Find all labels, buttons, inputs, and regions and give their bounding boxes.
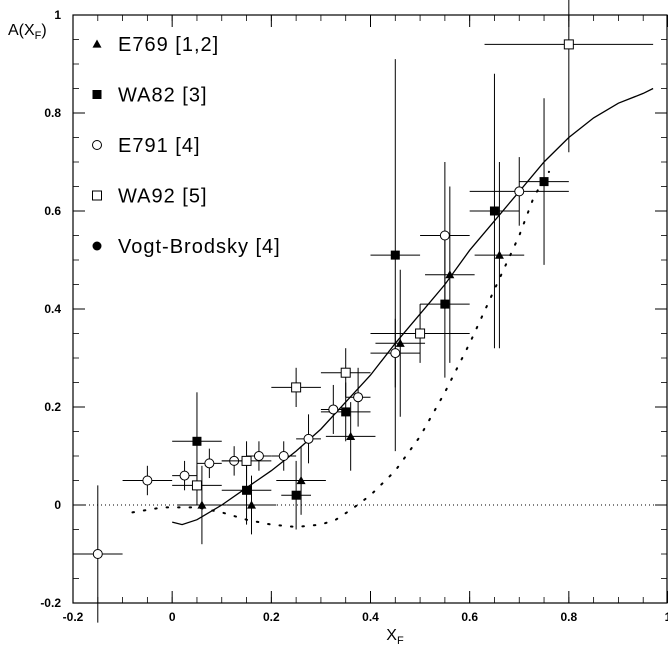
x-tick-label: -0.2 xyxy=(63,610,84,624)
x-axis-label: XF xyxy=(386,627,404,647)
legend-label: E769 [1,2] xyxy=(118,34,219,56)
dotted-model-curve xyxy=(131,170,550,529)
legend-entry: Vogt-Brodsky [4] xyxy=(92,236,281,258)
legend-marker xyxy=(92,190,102,201)
point-marker xyxy=(278,451,289,461)
point-marker xyxy=(563,39,574,50)
x-tick-label: 0.4 xyxy=(362,610,379,624)
point-marker xyxy=(303,433,314,444)
data-point xyxy=(122,465,173,496)
x-tick-label: 0.6 xyxy=(461,610,478,624)
legend-label: E791 [4] xyxy=(118,135,201,157)
point-marker xyxy=(390,250,400,260)
legend-marker xyxy=(92,241,102,251)
point-marker xyxy=(341,407,351,417)
data-point xyxy=(469,157,569,226)
solid-model-curve xyxy=(172,87,654,526)
y-tick-label: 0.8 xyxy=(44,106,61,120)
point-marker xyxy=(291,382,302,393)
legend-marker xyxy=(92,90,102,99)
legend-entry: E791 [4] xyxy=(92,135,201,157)
data-point xyxy=(320,384,346,434)
data-point xyxy=(519,98,569,265)
data-point xyxy=(320,348,371,398)
point-marker xyxy=(179,470,190,481)
point-marker xyxy=(445,270,455,279)
point-marker xyxy=(191,480,202,491)
x-tick-label: 0.2 xyxy=(263,610,280,624)
point-marker xyxy=(353,392,364,403)
x-tick-label: 0 xyxy=(169,610,176,624)
data-point xyxy=(375,269,426,417)
legend-marker xyxy=(92,39,102,48)
data-point xyxy=(271,367,321,407)
point-marker xyxy=(494,250,504,259)
x-tick-label: 1 xyxy=(665,610,668,624)
point-marker xyxy=(415,328,426,339)
point-marker xyxy=(346,431,356,440)
axis-ticks: -0.2 0 0.2 0.4 0.6 0.8 1 -0.2 0 0.2 0.4 0.6 0.8 1 xyxy=(40,8,668,624)
legend-label: Vogt-Brodsky [4] xyxy=(118,236,281,258)
data-point xyxy=(276,446,326,515)
legend-label: WA82 [3] xyxy=(118,85,208,107)
point-marker xyxy=(247,500,256,509)
data-point xyxy=(370,59,421,452)
legend-entry: E769 [1,2] xyxy=(92,34,219,56)
point-marker xyxy=(253,451,264,461)
data-point xyxy=(345,367,371,427)
data-point xyxy=(474,162,525,349)
y-tick-label: 1 xyxy=(54,8,61,22)
point-marker xyxy=(489,206,499,216)
data-point xyxy=(177,465,227,545)
data-point xyxy=(281,460,311,530)
point-marker xyxy=(328,404,339,415)
y-axis-label: A(XF) xyxy=(8,22,47,42)
data-point xyxy=(221,441,272,481)
legend-entry: WA92 [5] xyxy=(92,186,208,208)
point-marker xyxy=(204,458,215,469)
point-marker xyxy=(241,455,252,466)
x-tick-label: 0.8 xyxy=(560,610,577,624)
point-marker xyxy=(395,338,405,347)
data-point xyxy=(296,414,321,464)
point-marker xyxy=(514,186,525,197)
point-marker xyxy=(439,230,450,241)
data-point xyxy=(172,465,222,505)
data-point xyxy=(196,448,222,479)
y-tick-label: 0.4 xyxy=(44,302,61,316)
point-marker xyxy=(92,549,103,559)
data-point xyxy=(425,186,475,363)
data-point xyxy=(420,162,470,309)
point-marker xyxy=(192,436,202,446)
legend-entry: WA82 [3] xyxy=(92,85,208,107)
point-marker xyxy=(291,490,301,500)
data-point xyxy=(271,441,297,471)
data-point xyxy=(370,304,470,363)
y-tick-label: -0.2 xyxy=(40,596,61,610)
data-point xyxy=(325,402,376,471)
data-point xyxy=(469,73,520,349)
model-curves xyxy=(131,87,654,529)
data-point xyxy=(370,318,421,388)
legend-marker xyxy=(92,140,102,150)
legend: E769 [1,2] WA82 [3] E791 [4] WA92 [5] Vogt-B… xyxy=(92,34,281,258)
point-marker xyxy=(242,485,252,495)
point-marker xyxy=(296,476,306,485)
y-tick-label: 0.6 xyxy=(44,204,61,218)
data-point xyxy=(484,0,654,153)
y-tick-label: 0.2 xyxy=(44,400,61,414)
data-points xyxy=(73,0,654,623)
data-point xyxy=(226,475,277,535)
point-marker xyxy=(340,367,351,378)
point-marker xyxy=(539,177,549,187)
point-marker xyxy=(197,500,207,509)
legend-label: WA92 [5] xyxy=(118,186,208,208)
y-tick-label: 0 xyxy=(54,498,61,512)
point-marker xyxy=(142,475,153,486)
point-marker xyxy=(390,348,401,359)
